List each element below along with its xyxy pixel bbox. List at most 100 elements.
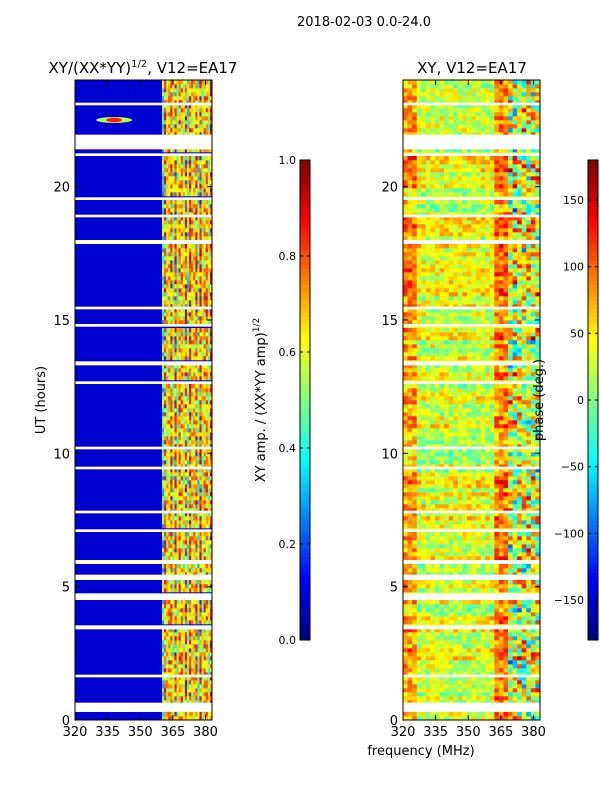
amp-cell bbox=[172, 276, 175, 281]
phase-cell bbox=[434, 692, 440, 697]
amp-cell bbox=[172, 192, 175, 197]
amp-cell bbox=[168, 160, 171, 165]
amp-cell bbox=[178, 308, 182, 313]
amp-cell bbox=[161, 180, 165, 185]
phase-cell bbox=[430, 688, 436, 693]
amp-cell bbox=[186, 480, 190, 485]
phase-cell bbox=[530, 516, 536, 521]
phase-cell bbox=[530, 696, 536, 701]
amp-cell bbox=[174, 384, 177, 389]
amp-cell bbox=[203, 328, 207, 333]
amp-cell bbox=[195, 612, 198, 617]
amp-cell bbox=[166, 316, 169, 321]
amp-cell bbox=[199, 512, 202, 517]
amp-cell bbox=[164, 252, 167, 257]
amp-cell bbox=[178, 628, 182, 633]
amp-cell bbox=[168, 236, 171, 241]
amp-cell bbox=[174, 108, 177, 113]
amp-cell bbox=[184, 348, 188, 353]
amp-cell bbox=[164, 168, 167, 173]
phase-cell bbox=[425, 512, 431, 517]
amp-cell bbox=[205, 288, 209, 293]
amp-cell bbox=[184, 252, 188, 257]
phase-cell bbox=[535, 628, 541, 633]
phase-cell bbox=[444, 628, 449, 633]
amp-cell bbox=[174, 116, 177, 121]
amp-cell bbox=[197, 404, 200, 409]
amp-cell bbox=[180, 588, 184, 593]
amp-cell bbox=[164, 344, 167, 349]
phase-cell bbox=[494, 644, 500, 649]
amp-cell bbox=[207, 132, 211, 137]
amp-cell bbox=[195, 428, 198, 433]
amp-cell bbox=[168, 696, 171, 701]
amp-cell bbox=[174, 348, 177, 353]
phase-cell bbox=[439, 652, 445, 657]
phase-cell bbox=[462, 544, 468, 549]
phase-cell bbox=[517, 600, 523, 605]
amp-cell bbox=[174, 336, 177, 341]
amp-cell bbox=[172, 476, 175, 481]
amp-cell bbox=[170, 448, 173, 453]
amp-cell bbox=[176, 176, 179, 181]
amp-cell bbox=[193, 432, 196, 437]
phase-cell bbox=[430, 568, 436, 573]
amp-cell bbox=[191, 564, 194, 569]
amp-cell bbox=[174, 208, 177, 213]
amp-cell bbox=[170, 276, 173, 281]
amp-cell bbox=[195, 228, 198, 233]
amp-cell bbox=[193, 600, 196, 605]
amp-cell bbox=[170, 120, 173, 125]
amp-cell bbox=[166, 244, 169, 249]
phase-cell bbox=[517, 664, 523, 669]
amp-cell bbox=[186, 628, 190, 633]
amp-cell bbox=[197, 644, 200, 649]
amp-cell bbox=[209, 332, 213, 337]
amp-cell bbox=[209, 688, 213, 693]
amp-cell bbox=[161, 96, 165, 101]
amp-cell bbox=[186, 504, 190, 509]
phase-cell bbox=[462, 652, 468, 657]
amp-cell bbox=[168, 548, 171, 553]
amp-cell bbox=[203, 452, 207, 457]
amp-cell bbox=[189, 260, 192, 265]
phase-cell bbox=[457, 580, 463, 585]
amp-cell bbox=[193, 636, 196, 641]
phase-cell bbox=[434, 524, 440, 529]
amp-cell bbox=[161, 100, 165, 105]
amp-cell bbox=[199, 536, 202, 541]
amp-cell bbox=[193, 308, 196, 313]
phase-cell bbox=[439, 512, 445, 517]
phase-cell bbox=[521, 512, 527, 517]
phase-cell bbox=[425, 712, 431, 717]
amp-cell bbox=[197, 580, 200, 585]
amp-cell bbox=[182, 548, 186, 553]
amp-cell bbox=[172, 564, 175, 569]
amp-cell bbox=[209, 180, 213, 185]
amp-cell bbox=[203, 284, 207, 289]
amp-cell bbox=[168, 188, 171, 193]
amp-cell bbox=[195, 496, 198, 501]
amp-cell bbox=[197, 188, 200, 193]
phase-cell bbox=[508, 608, 513, 613]
amp-cell bbox=[186, 244, 190, 249]
amp-cell bbox=[207, 428, 211, 433]
phase-cell bbox=[430, 616, 436, 621]
amp-cell bbox=[201, 656, 204, 661]
amp-cell bbox=[199, 424, 202, 429]
amp-cell bbox=[209, 452, 213, 457]
amp-cell bbox=[168, 644, 171, 649]
phase-cell bbox=[512, 508, 518, 513]
amp-cell bbox=[178, 252, 182, 257]
amp-cell bbox=[189, 468, 192, 473]
amp-cell bbox=[199, 224, 202, 229]
amp-colorbar-segment bbox=[300, 556, 310, 561]
phase-cell bbox=[462, 556, 468, 561]
amp-cell bbox=[201, 336, 204, 341]
phase-cell bbox=[471, 520, 477, 525]
amp-cell bbox=[166, 696, 169, 701]
amp-cell bbox=[199, 248, 202, 253]
phase-cell bbox=[476, 536, 481, 541]
amp-cell bbox=[174, 676, 177, 681]
amp-cell bbox=[176, 124, 179, 129]
